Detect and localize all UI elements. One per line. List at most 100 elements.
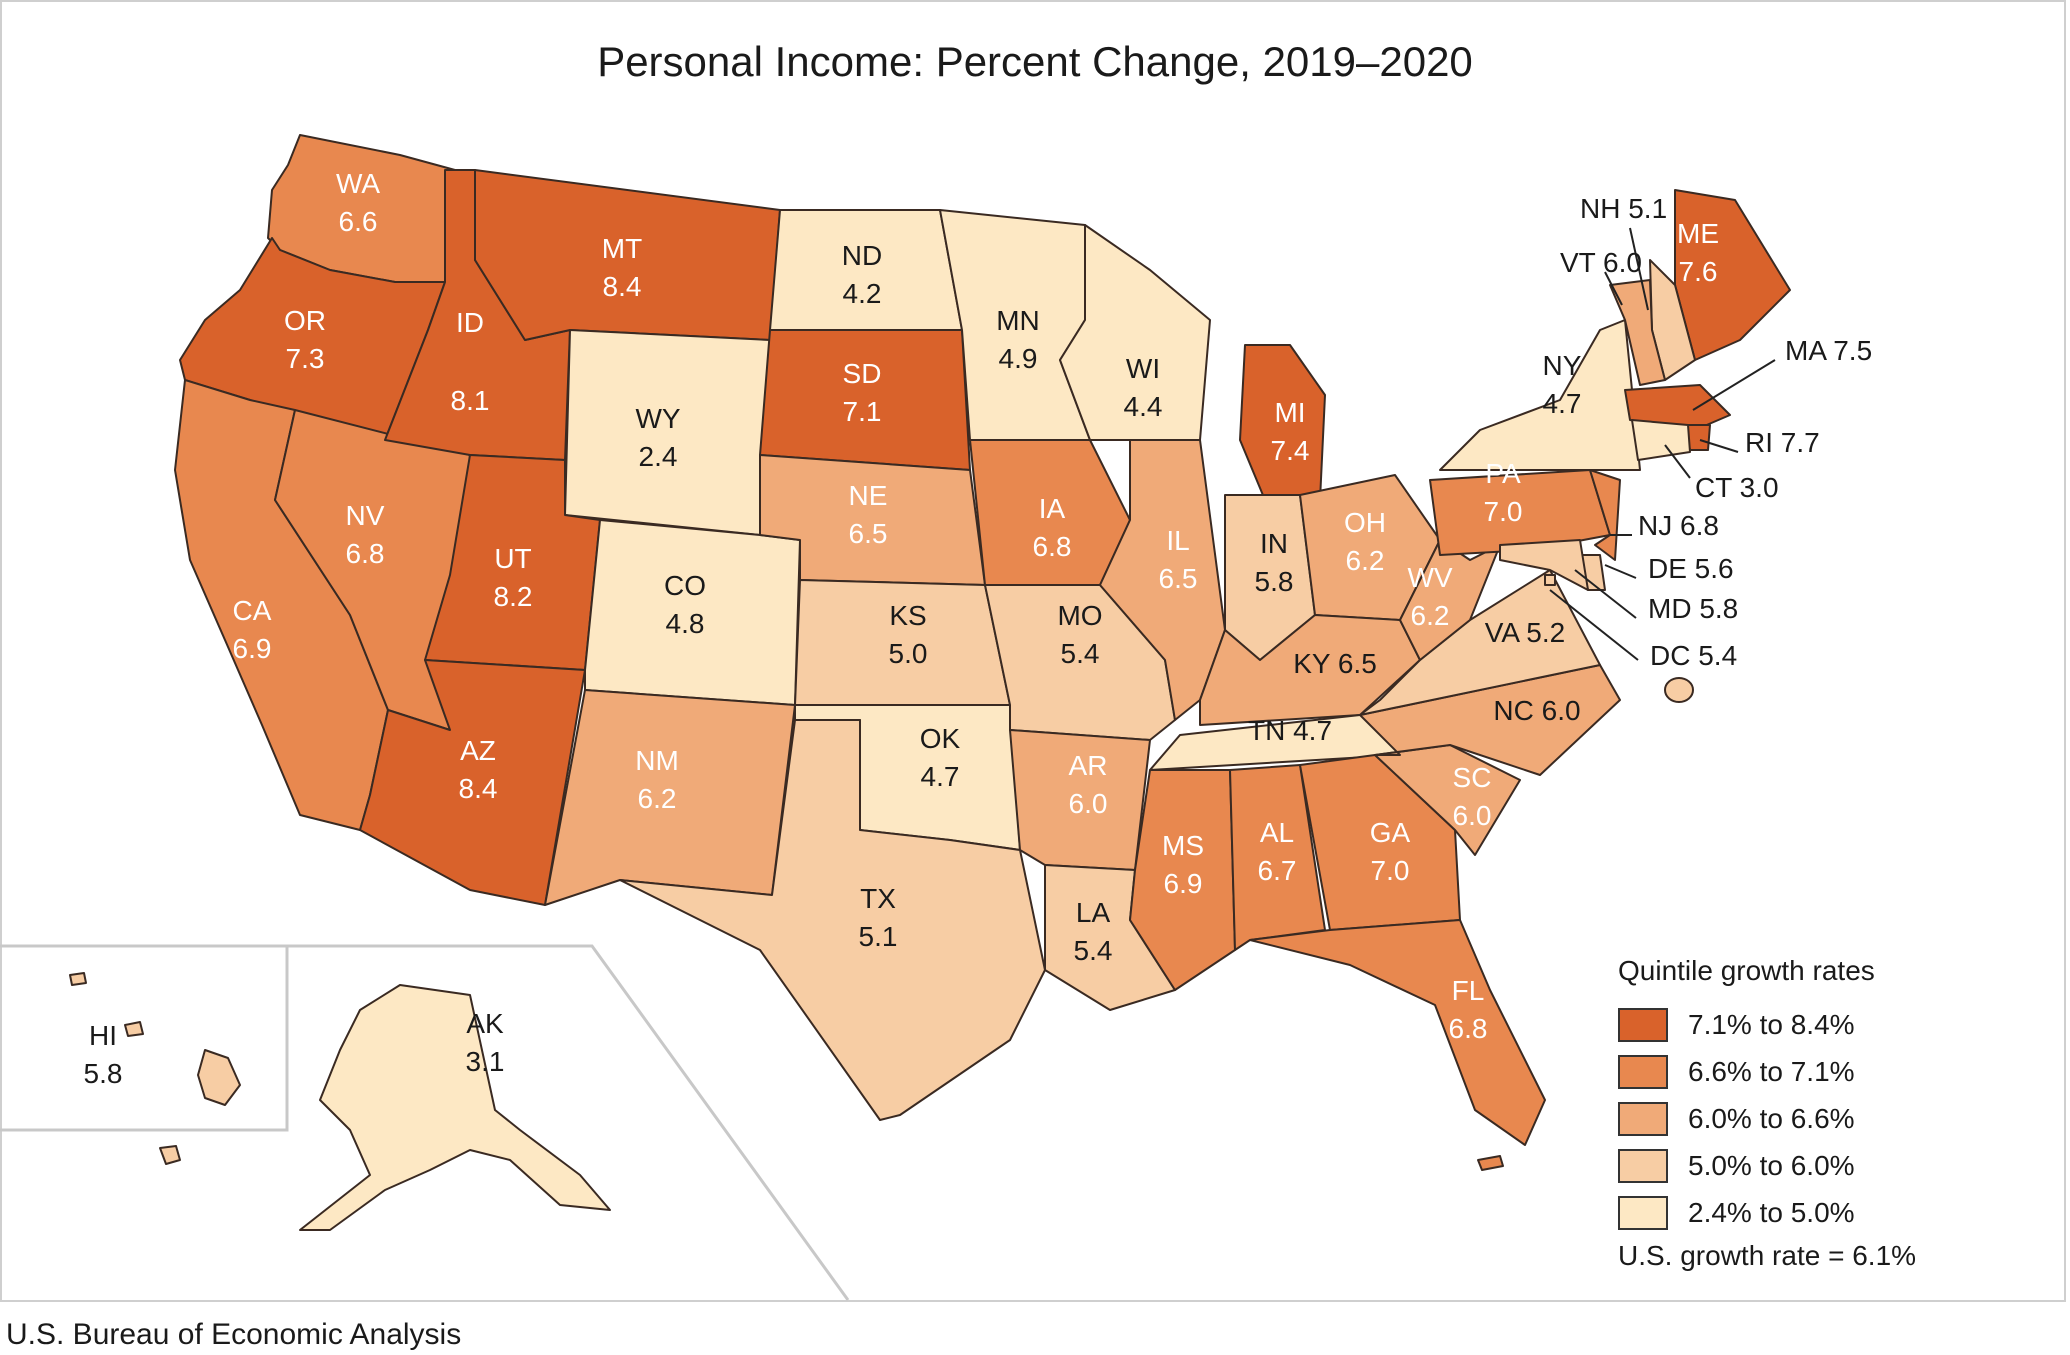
hawaii-inset-border [0, 946, 289, 1132]
de-leader [1604, 564, 1637, 579]
legend-swatch [1618, 1054, 1668, 1089]
legend-label: 5.0% to 6.0% [1688, 1149, 1855, 1181]
state-hi [197, 1049, 241, 1106]
state-value-ks: 5.0 [889, 638, 928, 669]
state-value-or: 7.3 [286, 343, 325, 374]
state-label-nm: NM [635, 745, 679, 776]
legend-title: Quintile growth rates [1618, 955, 1875, 986]
state-value-az: 8.4 [459, 773, 498, 804]
island-shape [124, 1021, 144, 1037]
island-shape [1664, 677, 1694, 703]
state-value-ca: 6.9 [233, 633, 272, 664]
state-label-md: MD 5.8 [1648, 593, 1738, 624]
island-shape [159, 1145, 181, 1165]
state-nc [1359, 664, 1621, 776]
state-label-fl: FL [1452, 975, 1485, 1006]
state-label-ct: CT 3.0 [1695, 472, 1779, 503]
state-value-wv: 6.2 [1411, 600, 1450, 631]
state-value-ok: 4.7 [921, 761, 960, 792]
state-value-nd: 4.2 [843, 278, 882, 309]
ct-leader [1664, 444, 1691, 479]
nh-leader [1629, 227, 1649, 311]
dc-leader [1549, 589, 1639, 661]
state-label-ar: AR [1069, 750, 1108, 781]
legend-swatch [1618, 1101, 1668, 1136]
state-label-mo: MO [1057, 600, 1102, 631]
state-value-il: 6.5 [1159, 563, 1198, 594]
state-value-mi: 7.4 [1271, 435, 1310, 466]
state-label-ga: GA [1370, 817, 1411, 848]
legend-swatch [1618, 1148, 1668, 1183]
state-label-ks: KS [889, 600, 926, 631]
state-label-ak: AK [466, 1008, 504, 1039]
state-label-la: LA [1076, 897, 1111, 928]
legend-item: 2.4% to 5.0% [1618, 1189, 2038, 1236]
state-ct [1631, 419, 1691, 461]
state-value-wi: 4.4 [1124, 391, 1163, 422]
state-label-va: VA 5.2 [1485, 617, 1565, 648]
source-credit: U.S. Bureau of Economic Analysis [6, 1318, 462, 1351]
state-label-in: IN [1260, 528, 1288, 559]
vt-leader [1604, 271, 1623, 306]
state-value-al: 6.7 [1258, 855, 1297, 886]
state-value-in: 5.8 [1255, 566, 1294, 597]
state-label-az: AZ [460, 735, 496, 766]
state-label-pa: PA [1485, 458, 1521, 489]
legend-swatch [1618, 1195, 1668, 1230]
legend-item: 6.0% to 6.6% [1618, 1095, 2038, 1142]
state-md [1499, 539, 1589, 591]
state-label-me: ME [1677, 218, 1719, 249]
state-label-de: DE 5.6 [1648, 553, 1734, 584]
state-vt [1609, 279, 1666, 386]
us-growth-rate: U.S. growth rate = 6.1% [1618, 1240, 1917, 1271]
state-label-dc: DC 5.4 [1650, 640, 1737, 671]
state-ga [1299, 754, 1461, 931]
state-value-oh: 6.2 [1346, 545, 1385, 576]
state-label-id: ID [456, 307, 484, 338]
state-value-ny: 4.7 [1543, 388, 1582, 419]
state-value-la: 5.4 [1074, 935, 1113, 966]
inset-border [0, 944, 850, 1301]
state-label-ne: NE [849, 480, 888, 511]
state-ny [1439, 319, 1641, 471]
legend-label: 6.0% to 6.6% [1688, 1102, 1855, 1134]
state-label-hi: HI [89, 1020, 117, 1051]
state-value-wy: 2.4 [639, 441, 678, 472]
state-value-ga: 7.0 [1371, 855, 1410, 886]
state-value-fl: 6.8 [1449, 1013, 1488, 1044]
state-value-pa: 7.0 [1484, 496, 1523, 527]
state-label-sc: SC [1453, 762, 1492, 793]
state-tx [619, 719, 1046, 1121]
state-label-tn: TN 4.7 [1248, 715, 1332, 746]
state-label-nh: NH 5.1 [1580, 193, 1667, 224]
state-label-co: CO [664, 570, 706, 601]
state-label-nd: ND [842, 240, 882, 271]
state-value-mo: 5.4 [1061, 638, 1100, 669]
state-label-ia: IA [1039, 493, 1066, 524]
state-label-ms: MS [1162, 830, 1204, 861]
state-label-ma: MA 7.5 [1785, 335, 1872, 366]
state-label-tx: TX [860, 883, 896, 914]
state-label-or: OR [284, 305, 326, 336]
state-label-mi: MI [1274, 397, 1305, 428]
state-value-tx: 5.1 [859, 921, 898, 952]
state-label-vt: VT 6.0 [1560, 247, 1642, 278]
island-shape [1477, 1155, 1504, 1171]
state-value-nm: 6.2 [638, 783, 677, 814]
state-label-mn: MN [996, 305, 1040, 336]
state-value-nv: 6.8 [346, 538, 385, 569]
state-az [359, 659, 586, 906]
state-ma [1624, 384, 1731, 431]
state-label-il: IL [1166, 525, 1189, 556]
ri-leader [1699, 439, 1739, 453]
state-value-sc: 6.0 [1453, 800, 1492, 831]
legend-label: 6.6% to 7.1% [1688, 1055, 1855, 1087]
state-label-wv: WV [1407, 562, 1452, 593]
legend-swatch [1618, 1007, 1668, 1042]
state-value-ut: 8.2 [494, 581, 533, 612]
state-value-me: 7.6 [1679, 256, 1718, 287]
legend-item: 6.6% to 7.1% [1618, 1048, 2038, 1095]
state-label-wy: WY [635, 403, 680, 434]
state-value-ia: 6.8 [1033, 531, 1072, 562]
